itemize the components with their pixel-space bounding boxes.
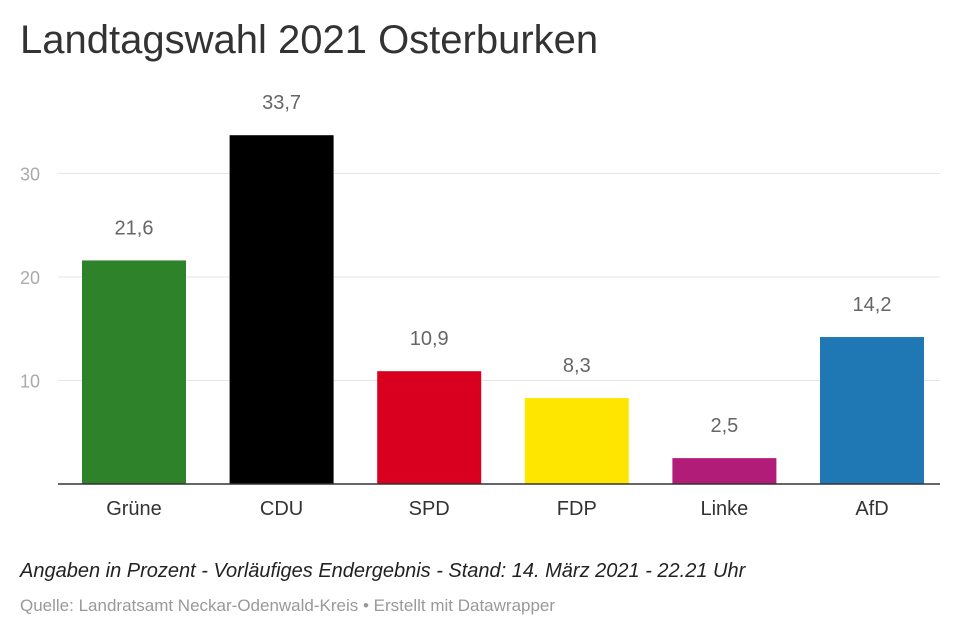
x-tick-label-spd: SPD [409,498,450,520]
bars-layer [82,135,924,484]
value-label-cdu: 33,7 [262,92,301,114]
bar-cdu [229,135,334,484]
value-label-fdp: 8,3 [563,355,591,377]
bar-linke [672,458,777,484]
chart-note: Angaben in Prozent - Vorläufiges Enderge… [20,560,746,582]
value-label-gr-ne: 21,6 [115,217,154,239]
x-tick-label-afd: AfD [855,498,888,520]
y-tick-label-30: 30 [20,165,40,185]
bar-afd [820,337,924,484]
x-tick-label-linke: Linke [700,498,748,520]
value-label-linke: 2,5 [710,415,738,437]
labels-layer: 21,6 Grüne 33,7 CDU 10,9 SPD 8,3 FDP 2,5 Linke 14,… [106,92,891,520]
y-tick-label-20: 20 [20,268,40,288]
x-tick-label-cdu: CDU [260,498,303,520]
value-label-spd: 10,9 [410,328,449,350]
bar-fdp [524,398,629,484]
bar-gr-ne [82,260,186,484]
x-tick-label-fdp: FDP [557,498,597,520]
chart-source: Quelle: Landratsamt Neckar-Odenwald-Krei… [20,596,556,615]
x-tick-label-gr-ne: Grüne [106,498,162,520]
value-label-afd: 14,2 [853,294,892,316]
grid-layer: 10 20 30 [20,165,940,392]
bar-spd [377,371,482,484]
y-tick-label-10: 10 [20,372,40,392]
chart-title: Landtagswahl 2021 Osterburken [20,18,599,62]
